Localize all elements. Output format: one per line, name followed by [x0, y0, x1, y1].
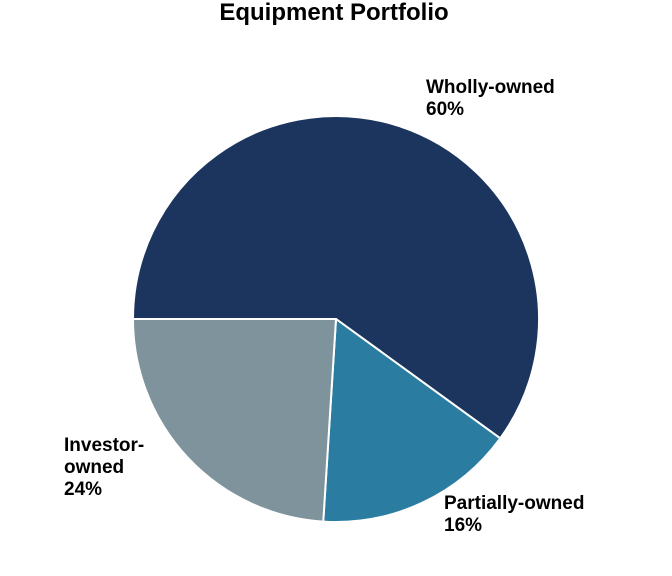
pie-slice-investor-owned: [132, 318, 337, 523]
slice-labels: Wholly-owned 60% Partially-owned 16% Investo…: [64, 77, 584, 536]
pie-slice-wholly-owned: [132, 115, 540, 440]
pie-slices: [132, 115, 540, 523]
chart-title: Equipment Portfolio: [219, 0, 448, 26]
pie-slice-partially-owned: [322, 318, 502, 523]
slice-label-investor-owned: Investor-owned 24%: [64, 435, 144, 500]
slice-label-wholly-owned: Wholly-owned 60%: [426, 77, 555, 120]
slice-label-partially-owned: Partially-owned 16%: [444, 493, 584, 536]
